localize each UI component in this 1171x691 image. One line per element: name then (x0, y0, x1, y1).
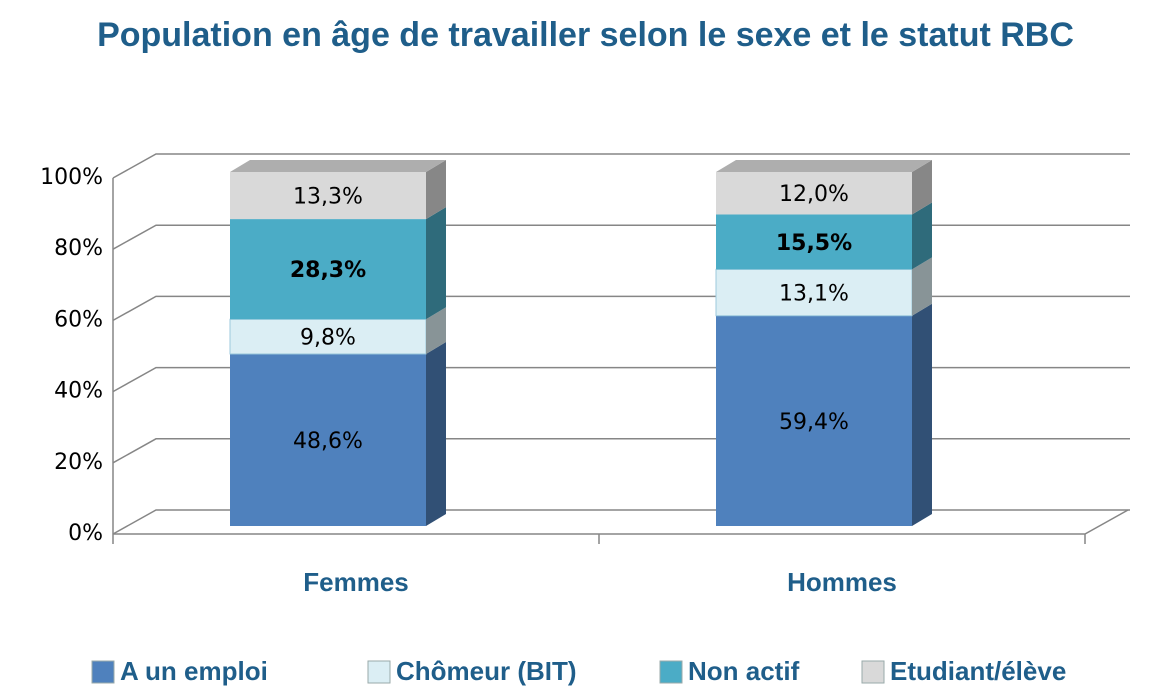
bar-side (912, 160, 932, 215)
bar-top (230, 160, 446, 172)
y-tick-label: 100% (40, 165, 103, 190)
legend-swatch (861, 660, 885, 684)
bar-segment (230, 172, 426, 220)
value-label: 9,8% (300, 326, 356, 351)
bar-segment (716, 214, 912, 270)
bar-segment (715, 268, 913, 317)
value-label: 12,0% (779, 182, 849, 207)
y-tick-label: 40% (54, 379, 103, 404)
value-label: 48,6% (293, 429, 363, 454)
bar-side (912, 257, 932, 316)
bar-side (912, 303, 932, 526)
legend-label: Etudiant/élève (890, 656, 1066, 686)
y-tick-label: 20% (54, 450, 103, 475)
value-label: 13,1% (779, 282, 849, 307)
y-tick-label: 0% (68, 521, 103, 546)
bar-segment (716, 172, 912, 215)
bar-side (426, 207, 446, 320)
y-tick-label: 80% (54, 236, 103, 261)
grid-line (112, 153, 1130, 179)
legend-label: Non actif (688, 656, 800, 686)
bar-segment (230, 353, 426, 526)
value-label: 15,5% (776, 231, 852, 256)
x-tick-label: Femmes (303, 567, 409, 597)
bar-segment (229, 318, 427, 355)
bar-top (716, 160, 932, 172)
bar-side (426, 307, 446, 354)
value-label: 28,3% (290, 258, 366, 283)
bar-side (426, 341, 446, 526)
x-tick-label: Hommes (787, 567, 897, 597)
legend-swatch (659, 660, 683, 684)
y-tick-label: 60% (54, 307, 103, 332)
legend-label: Chômeur (BIT) (396, 656, 577, 686)
value-label: 59,4% (779, 410, 849, 435)
legend-label: A un emploi (120, 656, 268, 686)
bar-segment (230, 219, 426, 320)
legend-swatch (91, 660, 115, 684)
bar-side (426, 160, 446, 220)
chart-title: Population en âge de travailler selon le… (97, 16, 1074, 54)
bar-segment (716, 315, 912, 526)
value-label: 13,3% (293, 185, 363, 210)
legend-swatch (367, 660, 391, 684)
bar-side (912, 202, 932, 270)
